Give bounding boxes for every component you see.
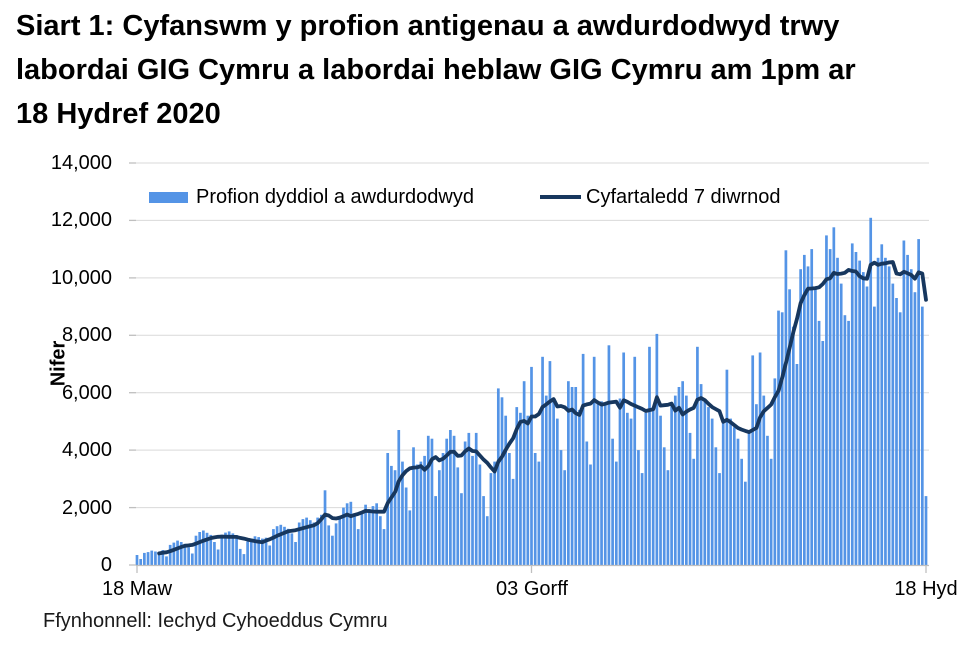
y-tick-label: 2,000: [61, 497, 112, 519]
chart-title: Siart 1: Cyfanswm y profion antigenau a …: [16, 10, 856, 130]
legend-bar-swatch: [149, 192, 188, 203]
x-tick-label: 18 Maw: [101, 578, 173, 600]
y-tick-label: 6,000: [61, 382, 112, 404]
legend-line-label: Cyfartaledd 7 diwrnod: [586, 186, 781, 208]
y-tick-label: 4,000: [61, 439, 112, 461]
x-tick-label: 18 Hyd: [894, 578, 958, 600]
y-tick-label: 12,000: [50, 209, 112, 231]
legend-bar-label: Profion dyddiol a awdurdodwyd: [196, 186, 474, 208]
y-tick-label: 10,000: [50, 267, 112, 289]
y-tick-label: 14,000: [50, 152, 112, 174]
y-tick-label: 0: [100, 554, 112, 576]
x-tick-label: 03 Gorff: [496, 578, 568, 600]
legend-line-swatch: [540, 195, 581, 199]
source-note: Ffynhonnell: Iechyd Cyhoeddus Cymru: [43, 610, 388, 632]
y-tick-label: 8,000: [61, 324, 112, 346]
